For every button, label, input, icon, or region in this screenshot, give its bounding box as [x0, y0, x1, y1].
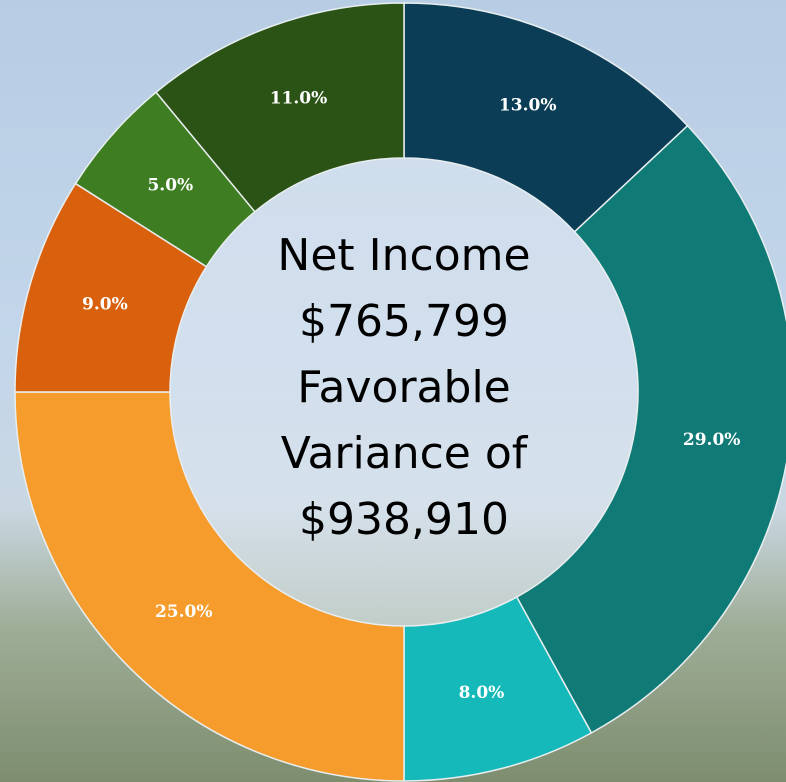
value-label: 8.0% [459, 683, 505, 703]
value-label: 25.0% [155, 602, 213, 622]
value-label: 5.0% [147, 176, 193, 196]
center-text: $765,799 [299, 296, 509, 347]
center-text: $938,910 [299, 494, 509, 545]
value-label: 9.0% [82, 295, 128, 315]
chart: 13.0% 29.0% 8.0% 25.0% 9.0% 5.0% 11.0% Net Inco… [0, 0, 786, 782]
center-text: Variance of [281, 428, 529, 479]
center-text: Favorable [297, 362, 510, 413]
value-label: 11.0% [270, 88, 328, 108]
center-text: Net Income [277, 230, 530, 281]
value-label: 29.0% [683, 430, 741, 450]
value-label: 13.0% [499, 96, 557, 116]
